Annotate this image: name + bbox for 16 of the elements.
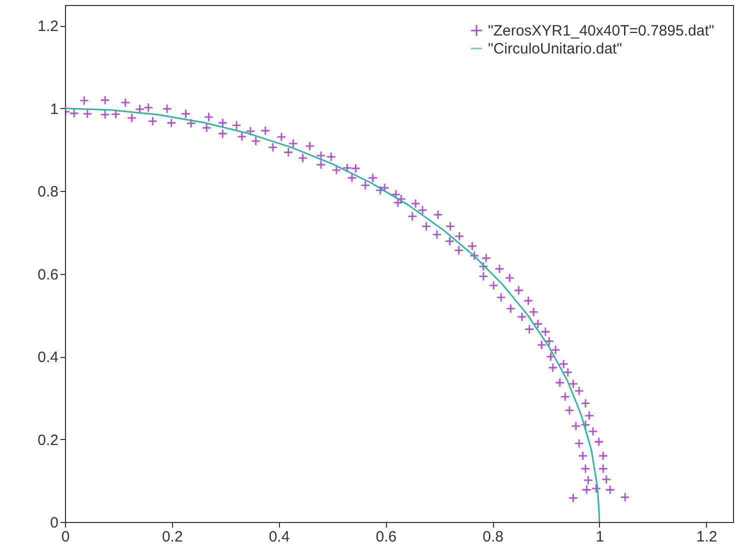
x-tick-label: 1 bbox=[596, 528, 604, 546]
y-tick-label: 1.2 bbox=[38, 18, 58, 36]
legend-label: "ZerosXYR1_40x40T=0.7895.dat" bbox=[488, 22, 714, 40]
x-tick-label: 1.2 bbox=[696, 528, 718, 546]
x-tick-label: 0.6 bbox=[376, 528, 397, 546]
y-tick-label: 0.4 bbox=[38, 349, 58, 366]
y-tick-label: 0 bbox=[50, 514, 58, 532]
y-tick-label: 0.2 bbox=[38, 432, 58, 449]
x-tick-label: 0.2 bbox=[162, 528, 183, 546]
x-tick-label: 0.4 bbox=[268, 528, 290, 546]
y-tick-label: 1 bbox=[50, 100, 58, 118]
x-tick-label: 0.8 bbox=[482, 528, 504, 546]
y-tick-label: 0.8 bbox=[38, 184, 58, 201]
x-tick-label: 0 bbox=[61, 528, 70, 546]
legend-label: "CirculoUnitario.dat" bbox=[488, 40, 622, 58]
y-tick-label: 0.6 bbox=[38, 266, 58, 284]
